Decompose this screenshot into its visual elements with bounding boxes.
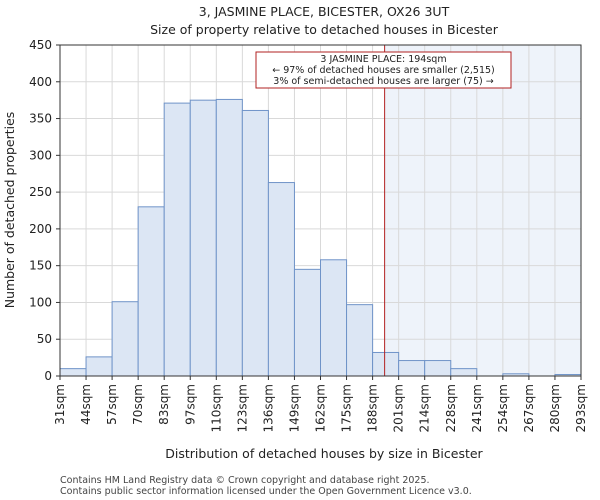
bar	[346, 304, 374, 377]
y-tick-label: 400	[29, 75, 52, 89]
highlight-region	[384, 45, 581, 376]
annotation: 3 JASMINE PLACE: 194sqm ← 97% of detache…	[255, 51, 512, 89]
y-tick-label: 300	[29, 148, 52, 162]
bar	[137, 206, 165, 377]
y-tick-label: 250	[29, 185, 52, 199]
x-tick-label: 57sqm	[105, 384, 119, 425]
x-tick-label: 136sqm	[261, 384, 275, 432]
x-tick-label: 228sqm	[444, 384, 458, 432]
x-tick-label: 110sqm	[209, 384, 223, 432]
x-axis-label: Distribution of detached houses by size …	[165, 446, 483, 461]
bar	[398, 360, 426, 377]
bar	[450, 368, 478, 377]
x-tick-label: 123sqm	[235, 384, 249, 432]
annotation-line-3: 3% of semi-detached houses are larger (7…	[273, 76, 493, 87]
y-tick-label: 50	[37, 332, 52, 346]
x-tick-label: 241sqm	[470, 384, 484, 432]
y-tick-label: 0	[44, 369, 52, 383]
footer-line-2: Contains public sector information licen…	[60, 486, 472, 497]
y-tick-label: 450	[29, 38, 52, 52]
bar	[293, 268, 322, 377]
bar	[189, 99, 217, 377]
annotation-line-2: ← 97% of detached houses are smaller (2,…	[272, 65, 495, 76]
y-tick-label: 100	[29, 295, 52, 309]
bar	[111, 301, 139, 377]
y-tick-label: 350	[29, 112, 52, 126]
bar	[320, 259, 348, 377]
bar	[267, 182, 295, 377]
x-tick-label: 254sqm	[496, 384, 510, 432]
annotation-line-1: 3 JASMINE PLACE: 194sqm	[320, 54, 446, 65]
x-tick-label: 70sqm	[131, 384, 145, 425]
bar	[215, 98, 243, 377]
bar	[424, 360, 452, 377]
x-axis: 31sqm 44sqm 57sqm 70sqm 83sqm 97sqm 110sqm 123s…	[53, 376, 588, 432]
bar	[85, 356, 113, 377]
x-tick-label: 293sqm	[574, 384, 588, 432]
chart-title: 3, JASMINE PLACE, BICESTER, OX26 3UT	[199, 4, 450, 19]
x-tick-label: 214sqm	[418, 384, 432, 432]
bar	[59, 368, 87, 377]
y-tick-label: 200	[29, 222, 52, 236]
x-tick-label: 31sqm	[53, 384, 67, 425]
x-tick-label: 188sqm	[366, 384, 380, 432]
bar	[163, 102, 191, 377]
x-tick-label: 162sqm	[314, 384, 328, 432]
bar	[372, 351, 400, 377]
x-tick-label: 280sqm	[548, 384, 562, 432]
x-tick-label: 83sqm	[157, 384, 171, 425]
bar	[241, 109, 269, 377]
y-axis: 0 50 100 150 200 250 300 350 400 450	[29, 38, 60, 383]
x-tick-label: 149sqm	[287, 384, 301, 432]
y-axis-label: Number of detached properties	[2, 112, 17, 309]
x-tick-label: 44sqm	[79, 384, 93, 425]
x-tick-label: 97sqm	[183, 384, 197, 425]
x-tick-label: 201sqm	[392, 384, 406, 432]
chart-subtitle: Size of property relative to detached ho…	[150, 22, 499, 37]
footer-line-1: Contains HM Land Registry data © Crown c…	[60, 475, 430, 486]
x-tick-label: 267sqm	[522, 384, 536, 432]
x-tick-label: 175sqm	[340, 384, 354, 432]
annotation-box	[255, 51, 512, 89]
bars	[59, 98, 582, 377]
y-tick-label: 150	[29, 259, 52, 273]
